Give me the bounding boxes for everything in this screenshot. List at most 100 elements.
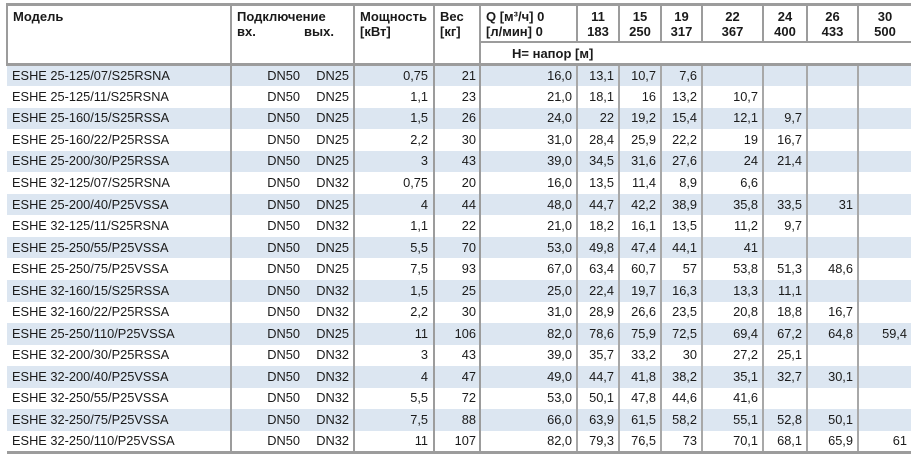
head-value-cell: 15,4 bbox=[661, 107, 703, 130]
head-value-cell: 58,2 bbox=[661, 409, 703, 431]
model-cell: ESHE 32-125/07/S25RSNA bbox=[7, 172, 232, 194]
head-value-cell bbox=[807, 86, 859, 108]
head-value-cell: 16,1 bbox=[619, 215, 662, 237]
weight-cell: 23 bbox=[434, 86, 481, 108]
head-value-cell: 44,7 bbox=[577, 366, 620, 388]
outlet-cell: DN25 bbox=[304, 86, 355, 108]
head-value-cell: 44,6 bbox=[661, 387, 703, 410]
head-value-cell: 59,4 bbox=[858, 323, 911, 345]
table-row: ESHE 25-160/22/P25RSSA DN50 DN25 2,2 30 … bbox=[7, 129, 911, 151]
head-value-cell: 27,2 bbox=[702, 344, 764, 367]
head-value-cell: 82,0 bbox=[480, 323, 578, 345]
head-value-cell bbox=[807, 64, 859, 87]
header-row-napor: Н= напор [м] bbox=[7, 42, 911, 66]
head-value-cell: 51,3 bbox=[763, 258, 808, 280]
head-value-cell: 25,0 bbox=[480, 279, 578, 302]
head-value-cell: 24 bbox=[702, 150, 764, 173]
table-row: ESHE 32-250/75/P25VSSA DN50 DN32 7,5 88 … bbox=[7, 409, 911, 431]
head-value-cell: 49,0 bbox=[480, 366, 578, 388]
flow-lmin-label: [л/мин] 0 bbox=[486, 24, 543, 39]
weight-cell: 30 bbox=[434, 301, 481, 324]
model-cell: ESHE 32-250/55/P25VSSA bbox=[7, 387, 232, 410]
power-cell: 0,75 bbox=[354, 64, 435, 87]
outlet-cell: DN25 bbox=[304, 129, 355, 151]
model-cell: ESHE 25-250/75/P25VSSA bbox=[7, 258, 232, 280]
inlet-cell: DN50 bbox=[267, 88, 300, 104]
head-value-cell: 78,6 bbox=[577, 323, 620, 345]
head-value-cell: 79,3 bbox=[577, 430, 620, 453]
head-value-cell: 47,4 bbox=[619, 236, 662, 259]
head-value-cell: 34,5 bbox=[577, 150, 620, 173]
table-header: Модель Подключение вх. вых. Мощность [кВ… bbox=[6, 4, 911, 66]
head-value-cell: 57 bbox=[661, 258, 703, 280]
head-value-cell bbox=[807, 387, 859, 410]
head-value-cell: 55,1 bbox=[702, 409, 764, 431]
head-value-cell: 47,8 bbox=[619, 387, 662, 410]
power-cell: 3 bbox=[354, 150, 435, 173]
head-value-cell: 44,7 bbox=[577, 193, 620, 216]
head-value-cell: 50,1 bbox=[577, 387, 620, 410]
head-value-cell: 22 bbox=[577, 107, 620, 130]
head-value-cell: 31,0 bbox=[480, 129, 578, 151]
head-value-cell: 63,9 bbox=[577, 409, 620, 431]
head-value-cell: 27,6 bbox=[661, 150, 703, 173]
outlet-cell: DN32 bbox=[304, 344, 355, 367]
power-cell: 3 bbox=[354, 344, 435, 367]
inlet-cell: DN50 bbox=[267, 304, 300, 320]
model-cell: ESHE 32-200/30/P25RSSA bbox=[7, 344, 232, 367]
head-row-title: Н= напор [м] bbox=[480, 42, 911, 66]
weight-cell: 43 bbox=[434, 344, 481, 367]
power-unit-label: [кВт] bbox=[360, 24, 391, 39]
head-value-cell: 28,4 bbox=[577, 129, 620, 151]
head-value-cell: 41,6 bbox=[702, 387, 764, 410]
head-value-cell: 60,7 bbox=[619, 258, 662, 280]
outlet-cell: DN25 bbox=[304, 107, 355, 130]
head-value-cell: 33,5 bbox=[763, 193, 808, 216]
head-value-cell bbox=[807, 150, 859, 173]
head-value-cell: 35,8 bbox=[702, 193, 764, 216]
model-cell: ESHE 25-250/110/P25VSSA bbox=[7, 323, 232, 345]
inlet-cell: DN50 bbox=[231, 366, 304, 388]
model-cell: ESHE 25-125/07/S25RSNA bbox=[7, 64, 232, 87]
head-value-cell bbox=[858, 86, 911, 108]
outlet-cell: DN25 bbox=[304, 258, 355, 280]
inlet-cell: DN50 bbox=[267, 347, 300, 363]
head-value-cell bbox=[807, 107, 859, 130]
inlet-cell: DN50 bbox=[231, 279, 304, 302]
col-header-flow-zero: Q [м³/ч] 0 [л/мин] 0 bbox=[480, 4, 578, 43]
table-row: ESHE 32-125/07/S25RSNA DN50 DN32 0,75 20… bbox=[7, 172, 911, 194]
outlet-cell: DN32 bbox=[304, 215, 355, 237]
head-value-cell: 35,7 bbox=[577, 344, 620, 367]
inlet-cell: DN50 bbox=[231, 236, 304, 259]
head-value-cell: 23,5 bbox=[661, 301, 703, 324]
head-value-cell bbox=[858, 279, 911, 302]
table-row: ESHE 25-250/110/P25VSSA DN50 DN25 11 106… bbox=[7, 323, 911, 345]
head-value-cell bbox=[858, 302, 911, 324]
head-value-cell bbox=[763, 236, 808, 259]
outlet-cell: DN32 bbox=[304, 172, 355, 194]
head-value-cell: 21,0 bbox=[480, 86, 578, 108]
head-value-cell: 53,0 bbox=[480, 236, 578, 259]
head-value-cell: 10,7 bbox=[702, 86, 764, 108]
head-value-cell: 72,5 bbox=[661, 323, 703, 345]
head-value-cell: 73 bbox=[661, 430, 703, 453]
weight-cell: 88 bbox=[434, 409, 481, 431]
inlet-cell: DN50 bbox=[231, 150, 304, 173]
col-header-weight: Вес [кг] bbox=[434, 4, 481, 66]
table-row: ESHE 32-160/22/P25RSSA DN50 DN32 2,2 30 … bbox=[7, 301, 911, 324]
model-cell: ESHE 32-250/75/P25VSSA bbox=[7, 409, 232, 431]
head-value-cell: 25,1 bbox=[763, 344, 808, 367]
head-value-cell bbox=[763, 172, 808, 194]
flow-lmin-value: 367 bbox=[721, 24, 744, 39]
inlet-cell: DN50 bbox=[231, 107, 304, 130]
table-row: ESHE 32-250/110/P25VSSA DN50 DN32 11 107… bbox=[7, 430, 911, 453]
head-value-cell bbox=[702, 64, 764, 87]
weight-cell: 72 bbox=[434, 387, 481, 410]
power-cell: 5,5 bbox=[354, 236, 435, 259]
power-cell: 4 bbox=[354, 193, 435, 216]
table-row: ESHE 25-200/40/P25VSSA DN50 DN25 4 44 48… bbox=[7, 193, 911, 216]
head-value-cell bbox=[858, 388, 911, 410]
flow-m3h-value: 30 bbox=[877, 9, 893, 24]
power-cell: 5,5 bbox=[354, 387, 435, 410]
flow-m3h-label: Q [м³/ч] 0 bbox=[486, 9, 545, 24]
